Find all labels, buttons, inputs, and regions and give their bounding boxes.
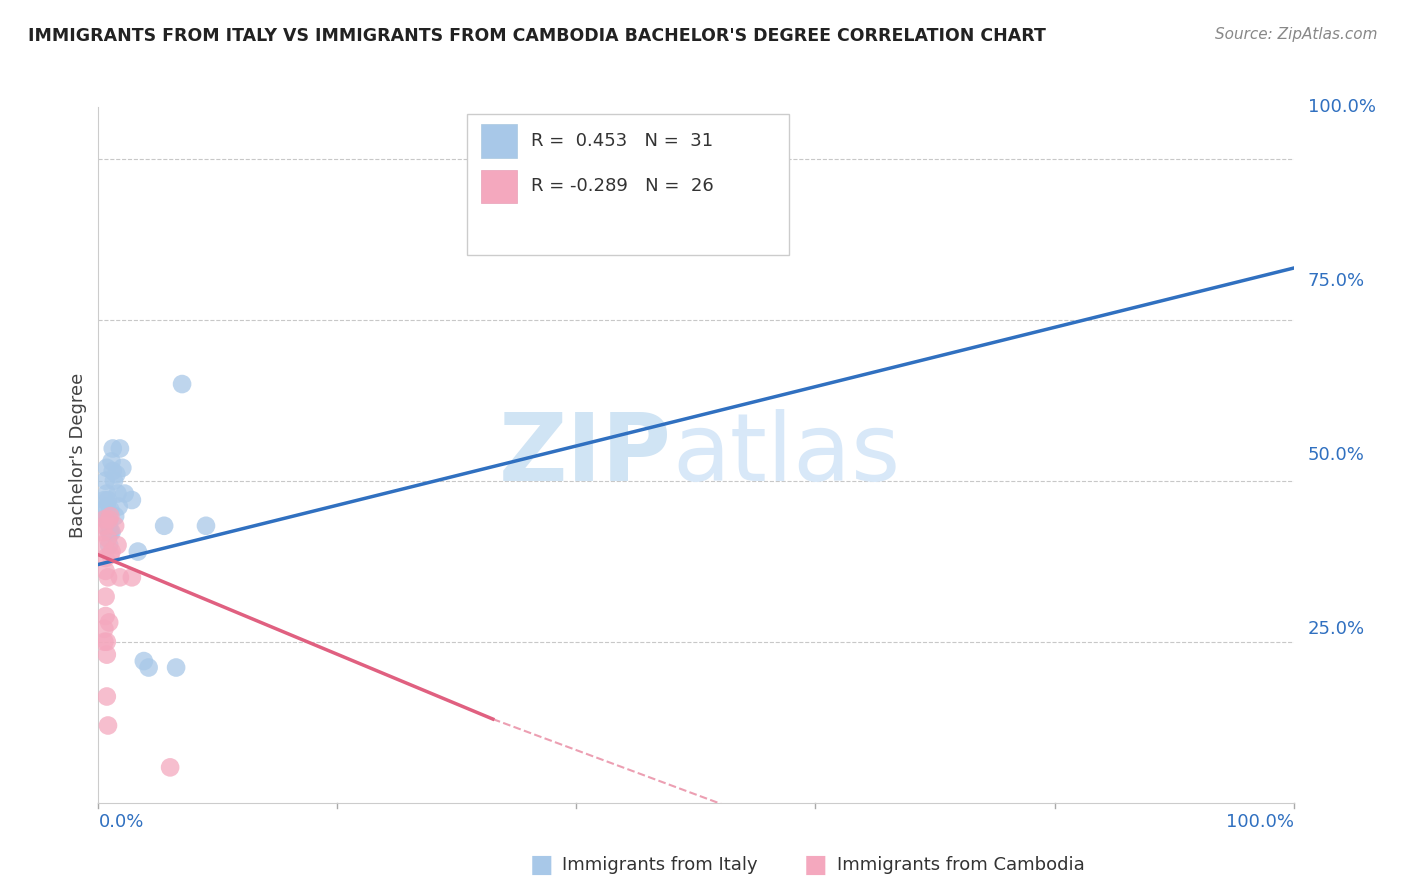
Point: [93, 622, 115, 636]
Point: [195, 518, 218, 533]
Point: [98, 525, 121, 540]
Point: [98, 525, 122, 540]
Text: 50.0%: 50.0%: [1308, 446, 1365, 464]
Text: 0.0%: 0.0%: [98, 814, 143, 831]
Point: [101, 442, 124, 456]
Text: Immigrants from Italy: Immigrants from Italy: [562, 856, 758, 874]
Point: [94, 551, 117, 566]
Point: [108, 442, 131, 456]
Text: 100.0%: 100.0%: [1308, 98, 1376, 116]
Point: [138, 660, 160, 674]
FancyBboxPatch shape: [481, 169, 517, 203]
Point: [105, 467, 128, 482]
Point: [104, 509, 127, 524]
Point: [100, 544, 122, 558]
Point: [101, 464, 124, 478]
Point: [96, 690, 118, 704]
Point: [98, 548, 122, 562]
Y-axis label: Bachelor's Degree: Bachelor's Degree: [69, 372, 87, 538]
Point: [107, 486, 129, 500]
Point: [93, 493, 115, 508]
Point: [97, 718, 120, 732]
Point: [111, 460, 134, 475]
Point: [93, 502, 115, 516]
Point: [127, 544, 149, 558]
Point: [96, 634, 118, 648]
Point: [97, 532, 120, 546]
Text: ZIP: ZIP: [499, 409, 672, 501]
Point: [121, 493, 143, 508]
Point: [94, 512, 117, 526]
Point: [107, 500, 129, 514]
Text: Source: ZipAtlas.com: Source: ZipAtlas.com: [1215, 27, 1378, 42]
Point: [94, 590, 117, 604]
Point: [96, 500, 118, 514]
Point: [98, 509, 122, 524]
Point: [97, 493, 120, 508]
Text: R = -0.289   N =  26: R = -0.289 N = 26: [531, 178, 714, 195]
Point: [172, 377, 194, 392]
Point: [96, 486, 118, 500]
Point: [97, 570, 120, 584]
Text: 75.0%: 75.0%: [1308, 272, 1365, 290]
Point: [103, 474, 125, 488]
Point: [98, 615, 121, 630]
Point: [98, 502, 122, 516]
Point: [114, 486, 136, 500]
Point: [94, 564, 117, 578]
Text: Immigrants from Cambodia: Immigrants from Cambodia: [837, 856, 1084, 874]
Point: [91, 525, 114, 540]
Point: [96, 648, 118, 662]
Text: 25.0%: 25.0%: [1308, 620, 1365, 638]
Point: [100, 525, 122, 540]
Point: [94, 474, 117, 488]
Point: [100, 454, 122, 468]
Point: [98, 518, 121, 533]
Text: ■: ■: [530, 854, 553, 877]
FancyBboxPatch shape: [481, 124, 517, 158]
FancyBboxPatch shape: [467, 114, 789, 255]
Point: [94, 609, 117, 624]
Point: [132, 654, 155, 668]
Point: [107, 538, 129, 552]
Point: [91, 538, 114, 552]
Point: [108, 570, 131, 584]
Text: 100.0%: 100.0%: [1226, 814, 1294, 831]
Point: [97, 512, 120, 526]
Text: IMMIGRANTS FROM ITALY VS IMMIGRANTS FROM CAMBODIA BACHELOR'S DEGREE CORRELATION : IMMIGRANTS FROM ITALY VS IMMIGRANTS FROM…: [28, 27, 1046, 45]
Point: [104, 518, 127, 533]
Point: [93, 512, 115, 526]
Point: [93, 634, 115, 648]
Point: [153, 518, 176, 533]
Point: [165, 660, 187, 674]
Point: [121, 570, 143, 584]
Point: [98, 538, 121, 552]
Point: [745, 152, 768, 166]
Point: [96, 460, 118, 475]
Point: [98, 512, 121, 526]
Point: [93, 518, 115, 533]
Point: [159, 760, 181, 774]
Text: ■: ■: [804, 854, 827, 877]
Text: R =  0.453   N =  31: R = 0.453 N = 31: [531, 132, 713, 150]
Text: atlas: atlas: [672, 409, 900, 501]
